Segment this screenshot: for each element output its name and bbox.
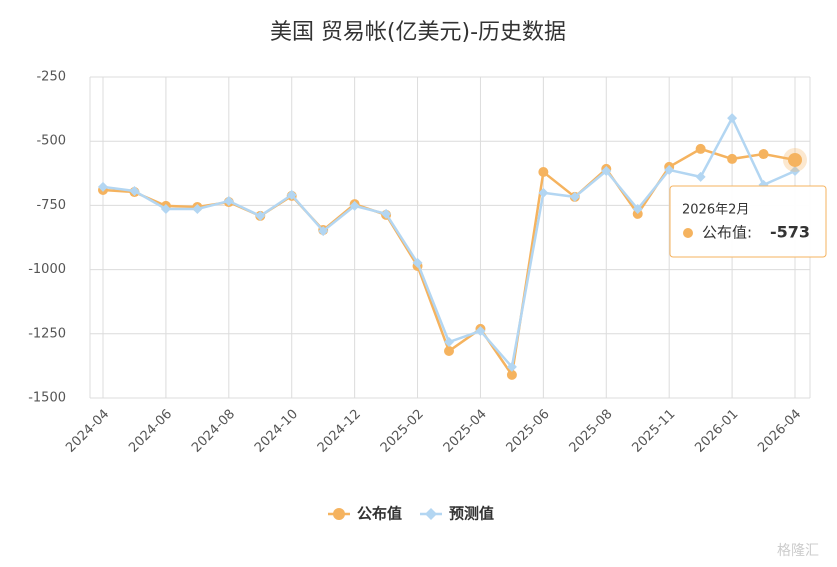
point — [223, 196, 234, 207]
point — [727, 153, 738, 164]
highlight-point — [788, 152, 802, 167]
point — [444, 346, 454, 357]
x-tick-label: 2025-02 — [378, 407, 427, 456]
point — [538, 187, 549, 198]
point — [506, 369, 517, 380]
y-tick-label: -500 — [36, 134, 66, 149]
y-tick-label: -250 — [36, 70, 66, 85]
y-tick-label: -1500 — [28, 391, 66, 406]
legend-swatch — [425, 508, 437, 520]
x-tick-label: 2024-12 — [315, 407, 364, 456]
point — [695, 143, 706, 154]
x-tick-label: 2025-11 — [629, 407, 678, 456]
point — [632, 203, 643, 214]
legend-label: 预测值 — [449, 505, 494, 523]
point — [506, 361, 517, 372]
tooltip-box — [669, 185, 827, 258]
legend-swatch — [333, 508, 345, 520]
x-tick-label: 2026-01 — [692, 407, 741, 456]
watermark: 格隆汇 — [777, 543, 819, 559]
point — [98, 181, 108, 192]
point — [727, 113, 738, 124]
point — [569, 191, 580, 202]
point — [129, 186, 140, 197]
point — [475, 325, 486, 336]
point — [381, 208, 392, 219]
point — [286, 189, 297, 200]
y-tick-label: -1250 — [28, 326, 66, 341]
point — [538, 167, 549, 178]
x-tick-label: 2025-04 — [441, 407, 490, 456]
point — [349, 200, 360, 211]
y-tick-label: -1000 — [28, 262, 66, 277]
y-tick-label: -750 — [36, 198, 66, 213]
legend-label: 公布值 — [357, 505, 402, 523]
point — [412, 257, 423, 268]
x-tick-label: 2024-04 — [63, 407, 112, 456]
x-tick-label: 2025-08 — [567, 407, 616, 456]
point — [758, 149, 769, 160]
x-tick-label: 2026-04 — [755, 407, 804, 456]
point — [318, 226, 329, 237]
point — [160, 203, 171, 214]
tooltip-label: 公布值: — [702, 224, 752, 242]
point — [695, 171, 706, 182]
point — [444, 337, 454, 348]
x-tick-label: 2024-06 — [126, 407, 175, 456]
chart-title: 美国 贸易帐(亿美元)-历史数据 — [270, 20, 566, 45]
point — [601, 165, 612, 176]
point — [255, 210, 266, 221]
tooltip-title: 2026年2月 — [682, 203, 749, 218]
x-tick-label: 2025-06 — [504, 407, 553, 456]
point — [790, 165, 800, 176]
point — [192, 203, 203, 214]
tooltip-value: -573 — [770, 223, 810, 242]
x-tick-label: 2024-10 — [252, 407, 301, 456]
point — [664, 164, 675, 175]
tooltip-marker — [683, 228, 693, 238]
x-tick-label: 2024-08 — [189, 407, 238, 456]
